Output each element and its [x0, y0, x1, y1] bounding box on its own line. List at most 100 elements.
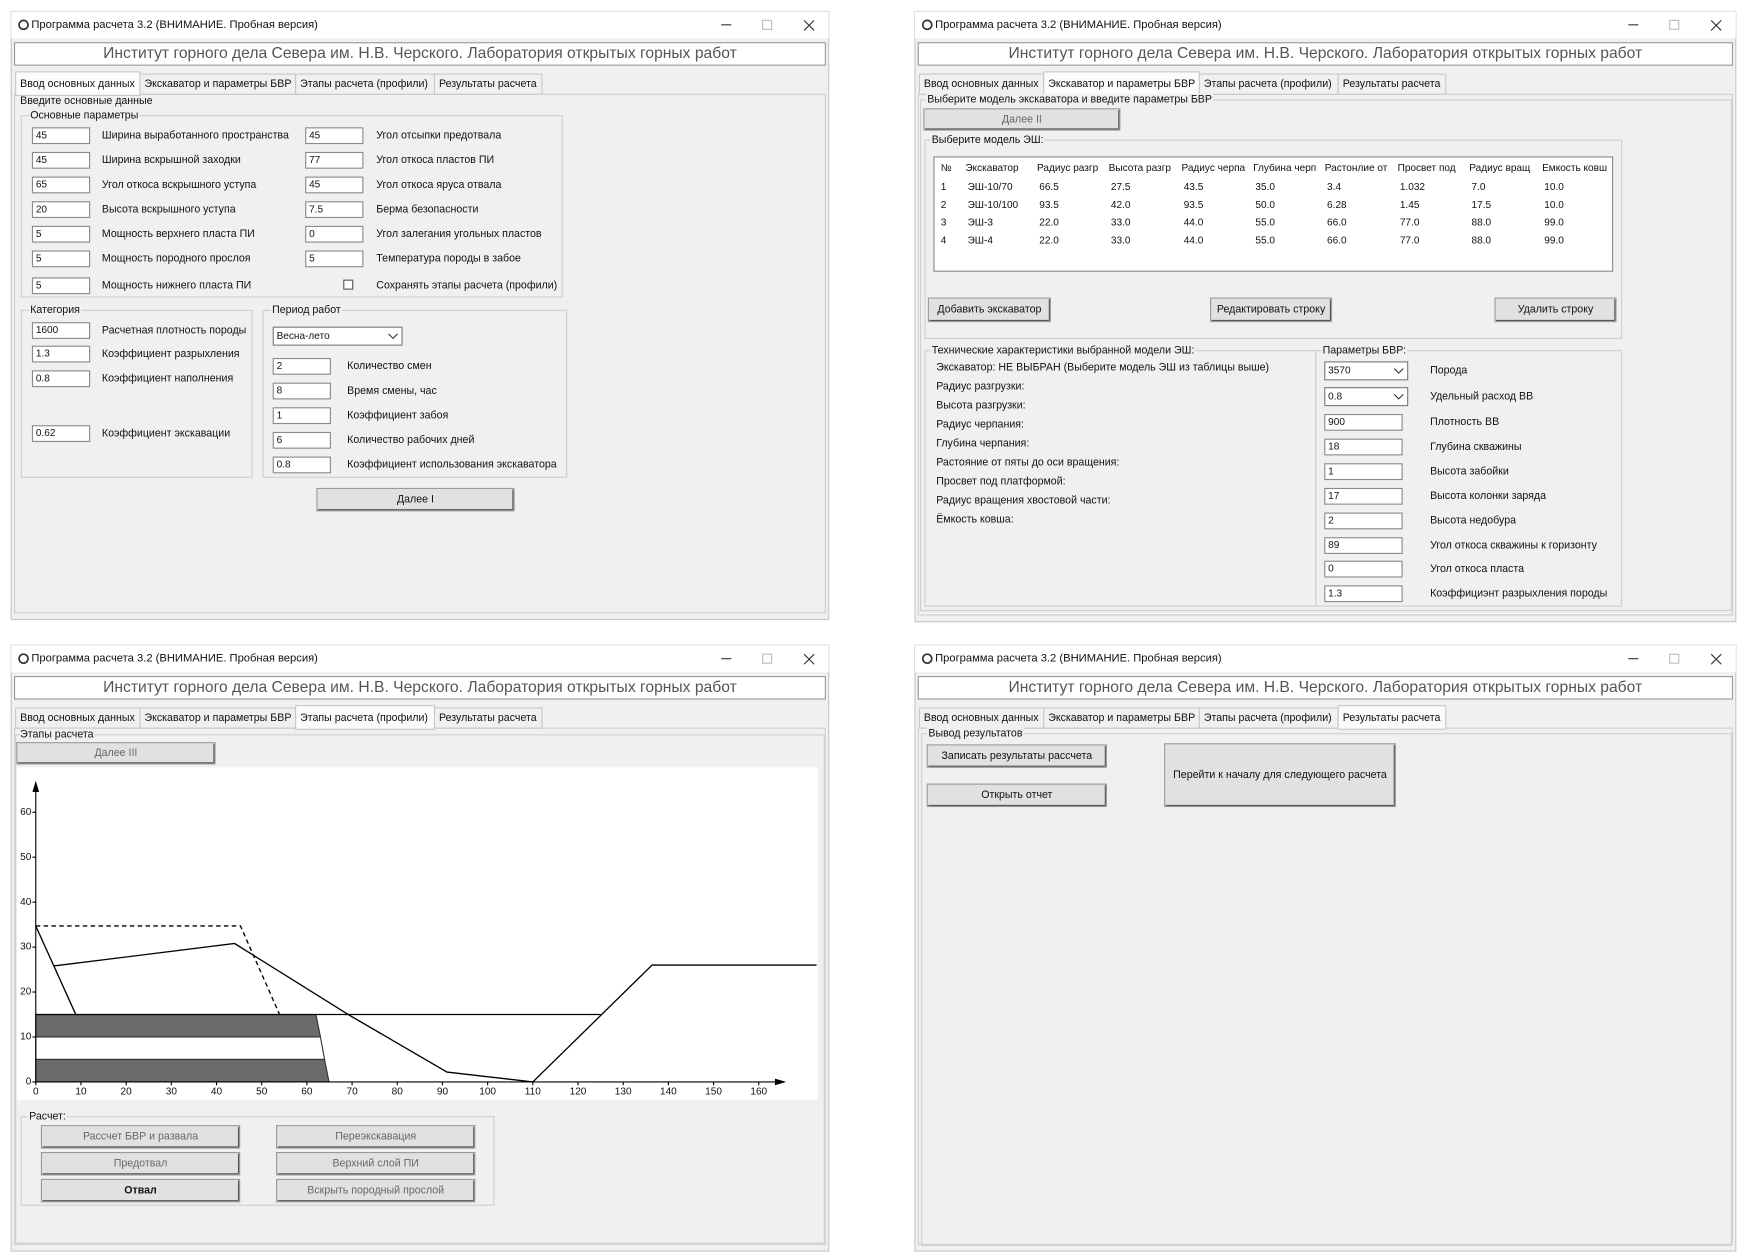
button[interactable] — [926, 783, 1107, 808]
text-input[interactable] — [1324, 512, 1403, 530]
y-tick-label: 20 — [20, 987, 32, 998]
tab-label[interactable]: Этапы расчета (профили) — [300, 712, 428, 724]
checkbox[interactable] — [343, 279, 354, 290]
button[interactable] — [40, 1125, 241, 1149]
app-icon — [18, 19, 29, 31]
tab-label[interactable]: Результаты расчета — [439, 78, 537, 90]
text-input[interactable] — [272, 431, 331, 449]
text-input[interactable] — [31, 370, 91, 388]
text-input[interactable] — [31, 277, 91, 295]
button-label[interactable]: Далее II — [1002, 113, 1042, 125]
tab-label[interactable]: Этапы расчета (профили) — [300, 78, 428, 90]
tab-label[interactable]: Экскаватор и параметры БВР — [1048, 78, 1195, 90]
button-label[interactable]: Далее III — [94, 747, 137, 759]
text-input[interactable] — [305, 151, 364, 169]
text-input[interactable] — [305, 176, 364, 194]
text-input[interactable] — [272, 382, 331, 400]
group-title: Технические характеристики выбранной мод… — [932, 345, 1195, 357]
table-cell: 99.0 — [1544, 236, 1564, 247]
app-icon — [921, 653, 933, 664]
text-input[interactable] — [31, 322, 91, 339]
tab-label[interactable]: Этапы расчета (профили) — [1204, 78, 1332, 90]
tab-label[interactable]: Ввод основных данных — [20, 78, 135, 90]
button-label[interactable]: Далее I — [397, 493, 434, 505]
y-tick-label: 60 — [20, 807, 32, 818]
tab-label[interactable]: Ввод основных данных — [924, 712, 1039, 724]
button-label[interactable]: Удалить строку — [1518, 304, 1594, 316]
group-title-bg — [930, 344, 1196, 357]
tab-label[interactable]: Ввод основных данных — [924, 78, 1039, 90]
text-input[interactable] — [1324, 438, 1403, 456]
button-label[interactable]: Вскрыть породный прослой — [307, 1184, 444, 1196]
dropdown[interactable] — [272, 326, 403, 346]
text-input[interactable] — [1324, 585, 1403, 603]
text-input[interactable] — [272, 357, 331, 375]
tab-label[interactable]: Экскаватор и параметры БВР — [144, 78, 291, 90]
button[interactable] — [316, 487, 515, 512]
button-label[interactable]: Добавить экскаватор — [937, 304, 1041, 316]
tab-label[interactable]: Экскаватор и параметры БВР — [144, 712, 291, 724]
text-input[interactable] — [272, 456, 331, 474]
text-input[interactable] — [305, 250, 364, 268]
button-label[interactable]: Записать результаты рассчета — [942, 750, 1093, 762]
button[interactable] — [276, 1151, 476, 1176]
button[interactable] — [40, 1151, 241, 1176]
text-input[interactable] — [31, 345, 91, 363]
dropdown[interactable] — [1324, 361, 1409, 381]
button[interactable] — [1164, 743, 1396, 808]
button[interactable] — [1210, 297, 1333, 323]
dropdown-arrow — [388, 333, 398, 340]
text-input[interactable] — [1324, 537, 1403, 554]
text-input[interactable] — [31, 201, 91, 219]
text-input[interactable] — [31, 151, 91, 169]
button-label[interactable]: Переэкскавация — [335, 1131, 416, 1143]
button[interactable] — [276, 1178, 476, 1203]
tab-label[interactable]: Ввод основных данных — [20, 712, 135, 724]
tab[interactable] — [433, 73, 543, 95]
table-cell: 22.0 — [1039, 236, 1059, 247]
button-label[interactable]: Редактировать строку — [1217, 304, 1326, 316]
tab[interactable] — [1337, 73, 1447, 95]
button-label[interactable]: Верхний слой ПИ — [332, 1158, 419, 1170]
input-value: 0.8 — [36, 373, 50, 384]
button[interactable] — [1494, 297, 1617, 323]
tab[interactable] — [433, 707, 543, 729]
dropdown[interactable] — [1324, 387, 1409, 407]
tab-label[interactable]: Результаты расчета — [439, 712, 537, 724]
button-label[interactable]: Отвал — [124, 1184, 157, 1196]
button[interactable] — [40, 1178, 241, 1203]
text-input[interactable] — [1324, 560, 1403, 578]
text-input[interactable] — [305, 127, 364, 145]
text-input[interactable] — [272, 407, 331, 425]
text-input[interactable] — [1324, 413, 1403, 431]
text-input[interactable] — [305, 225, 364, 243]
text-input[interactable] — [31, 425, 91, 442]
button[interactable] — [927, 297, 1051, 323]
close-button — [803, 19, 815, 31]
group-title-bg — [930, 133, 1045, 146]
tab[interactable] — [1337, 705, 1447, 730]
button[interactable] — [926, 744, 1107, 768]
button-label[interactable]: Предотвал — [114, 1158, 168, 1170]
tab-label[interactable]: Результаты расчета — [1343, 78, 1441, 90]
button[interactable] — [16, 742, 216, 765]
text-input[interactable] — [305, 201, 364, 219]
text-input[interactable] — [31, 250, 91, 268]
button[interactable] — [923, 108, 1121, 131]
button-label[interactable]: Открыть отчет — [981, 789, 1052, 801]
input-value: 45 — [36, 155, 48, 166]
text-input[interactable] — [31, 225, 91, 243]
title-bar — [11, 11, 829, 39]
button-label[interactable]: Перейти к началу для следующего расчета — [1173, 769, 1387, 781]
text-input[interactable] — [31, 127, 91, 145]
button[interactable] — [276, 1125, 476, 1149]
tab-label[interactable]: Результаты расчета — [1343, 712, 1441, 724]
text-input[interactable] — [1324, 463, 1403, 481]
tab-label[interactable]: Экскаватор и параметры БВР — [1048, 712, 1195, 724]
button-label[interactable]: Рассчет БВР и развала — [83, 1131, 198, 1143]
text-input[interactable] — [1324, 487, 1403, 505]
field-label: Время смены, час — [347, 385, 437, 397]
text-input[interactable] — [31, 176, 91, 194]
tab-label[interactable]: Этапы расчета (профили) — [1204, 712, 1332, 724]
table-cell: 88.0 — [1472, 236, 1492, 247]
